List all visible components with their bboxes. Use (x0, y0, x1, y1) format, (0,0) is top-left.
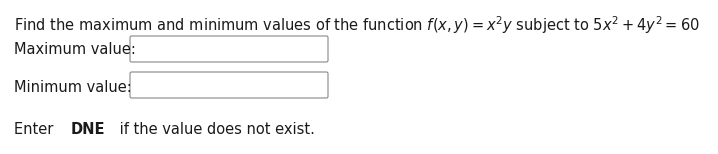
Text: Minimum value:: Minimum value: (14, 80, 131, 95)
Text: Find the maximum and minimum values of the function $f(x, y) = x^2y$ subject to : Find the maximum and minimum values of t… (14, 14, 700, 36)
FancyBboxPatch shape (130, 36, 328, 62)
Text: Enter: Enter (14, 122, 58, 137)
Text: DNE: DNE (71, 122, 106, 137)
Text: Maximum value:: Maximum value: (14, 42, 136, 57)
FancyBboxPatch shape (130, 72, 328, 98)
Text: if the value does not exist.: if the value does not exist. (116, 122, 315, 137)
